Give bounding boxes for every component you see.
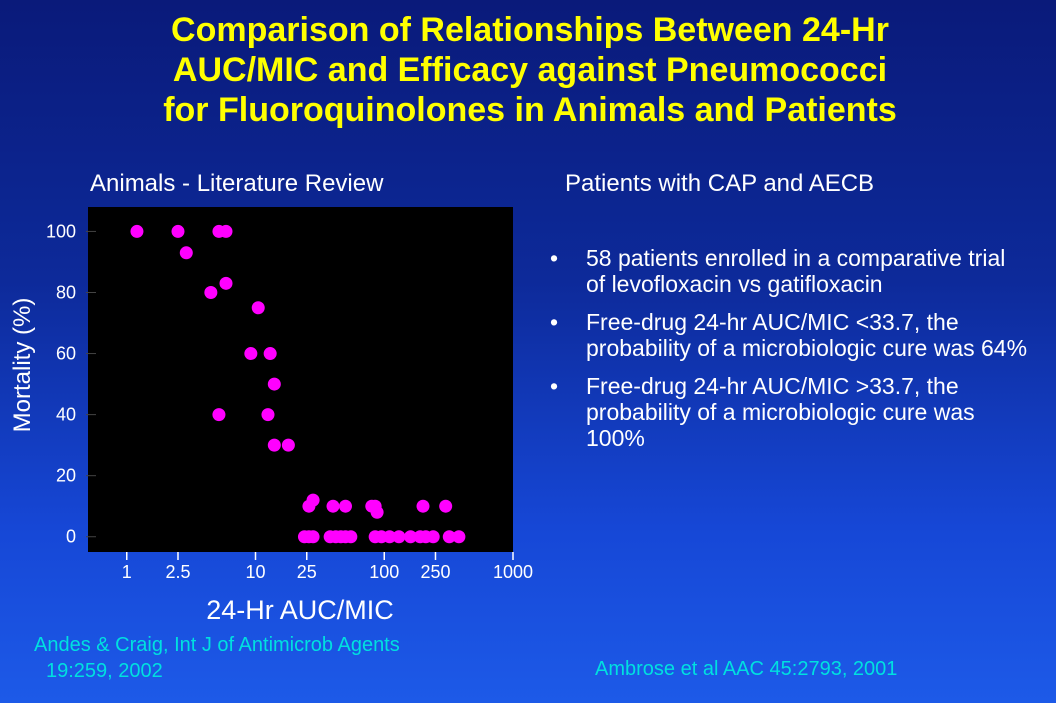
bullet-item: • Free-drug 24-hr AUC/MIC <33.7, the prob… — [550, 309, 1030, 361]
data-point — [439, 499, 453, 513]
y-tick-label: 20 — [56, 466, 76, 486]
y-tick-label: 40 — [56, 405, 76, 425]
y-tick-label: 60 — [56, 344, 76, 364]
x-tick-label: 250 — [420, 562, 450, 582]
left-heading: Animals - Literature Review — [90, 170, 384, 197]
bullet-dot: • — [550, 373, 559, 399]
x-axis-label: 24-Hr AUC/MIC — [206, 595, 394, 625]
data-point — [251, 301, 265, 315]
bullet-text: 58 patients enrolled in a comparative tr… — [586, 245, 1006, 297]
left-reference-line-1: Andes & Craig, Int J of Antimicrob Agent… — [34, 634, 400, 656]
data-point — [204, 285, 218, 299]
bullet-text: Free-drug 24-hr AUC/MIC >33.7, the proba… — [586, 373, 975, 451]
x-tick-label: 2.5 — [165, 562, 190, 582]
data-point — [338, 499, 352, 513]
bullet-dot: • — [550, 309, 559, 335]
left-reference: Andes & Craig, Int J of Antimicrob Agent… — [34, 632, 534, 684]
data-point — [171, 224, 185, 238]
bullet-item: • Free-drug 24-hr AUC/MIC >33.7, the prob… — [550, 373, 1030, 451]
bullet-text: Free-drug 24-hr AUC/MIC <33.7, the proba… — [586, 309, 1028, 361]
right-reference: Ambrose et al AAC 45:2793, 2001 — [595, 658, 898, 680]
data-point — [261, 408, 275, 422]
data-point — [281, 438, 295, 452]
right-heading: Patients with CAP and AECB — [565, 170, 875, 197]
data-point — [267, 377, 281, 391]
data-point — [212, 408, 226, 422]
data-point — [244, 347, 258, 361]
data-point — [404, 530, 418, 544]
data-point — [267, 438, 281, 452]
data-point — [442, 530, 456, 544]
slide-title: Comparison of Relationships Between 24-H… — [40, 10, 1020, 130]
plot-area — [88, 207, 513, 552]
title-line-1: Comparison of Relationships Between 24-H… — [171, 11, 889, 49]
data-point — [219, 224, 233, 238]
x-tick-label: 25 — [297, 562, 317, 582]
data-point — [326, 499, 340, 513]
x-tick-label: 100 — [369, 562, 399, 582]
y-axis-label: Mortality (%) — [9, 298, 36, 433]
y-tick-label: 80 — [56, 282, 76, 302]
data-point — [416, 499, 430, 513]
x-tick-label: 1000 — [493, 562, 533, 582]
data-point — [370, 505, 384, 519]
data-point — [306, 493, 320, 507]
title-line-3: for Fluoroquinolones in Animals and Pati… — [163, 91, 897, 129]
data-point — [179, 246, 193, 260]
title-line-2: AUC/MIC and Efficacy against Pneumococci — [172, 51, 888, 89]
data-point — [426, 530, 440, 544]
x-tick-label: 1 — [122, 562, 132, 582]
bullet-item: • 58 patients enrolled in a comparative t… — [550, 245, 1030, 297]
data-point — [392, 530, 406, 544]
left-reference-line-2: 19:259, 2002 — [46, 660, 163, 682]
y-tick-label: 100 — [46, 221, 76, 241]
data-point — [219, 276, 233, 290]
data-point — [383, 530, 397, 544]
data-point — [344, 530, 358, 544]
bullet-dot: • — [550, 245, 559, 271]
data-point — [263, 347, 277, 361]
y-tick-label: 0 — [66, 527, 76, 547]
x-tick-label: 10 — [245, 562, 265, 582]
bullet-list: • 58 patients enrolled in a comparative t… — [550, 245, 1030, 463]
data-point — [306, 530, 320, 544]
data-point — [130, 224, 144, 238]
scatter-chart: 0 20 40 60 80 100 1 2.5 10 25 100 250 1000 Mortalit… — [9, 207, 533, 625]
data-point — [452, 530, 466, 544]
